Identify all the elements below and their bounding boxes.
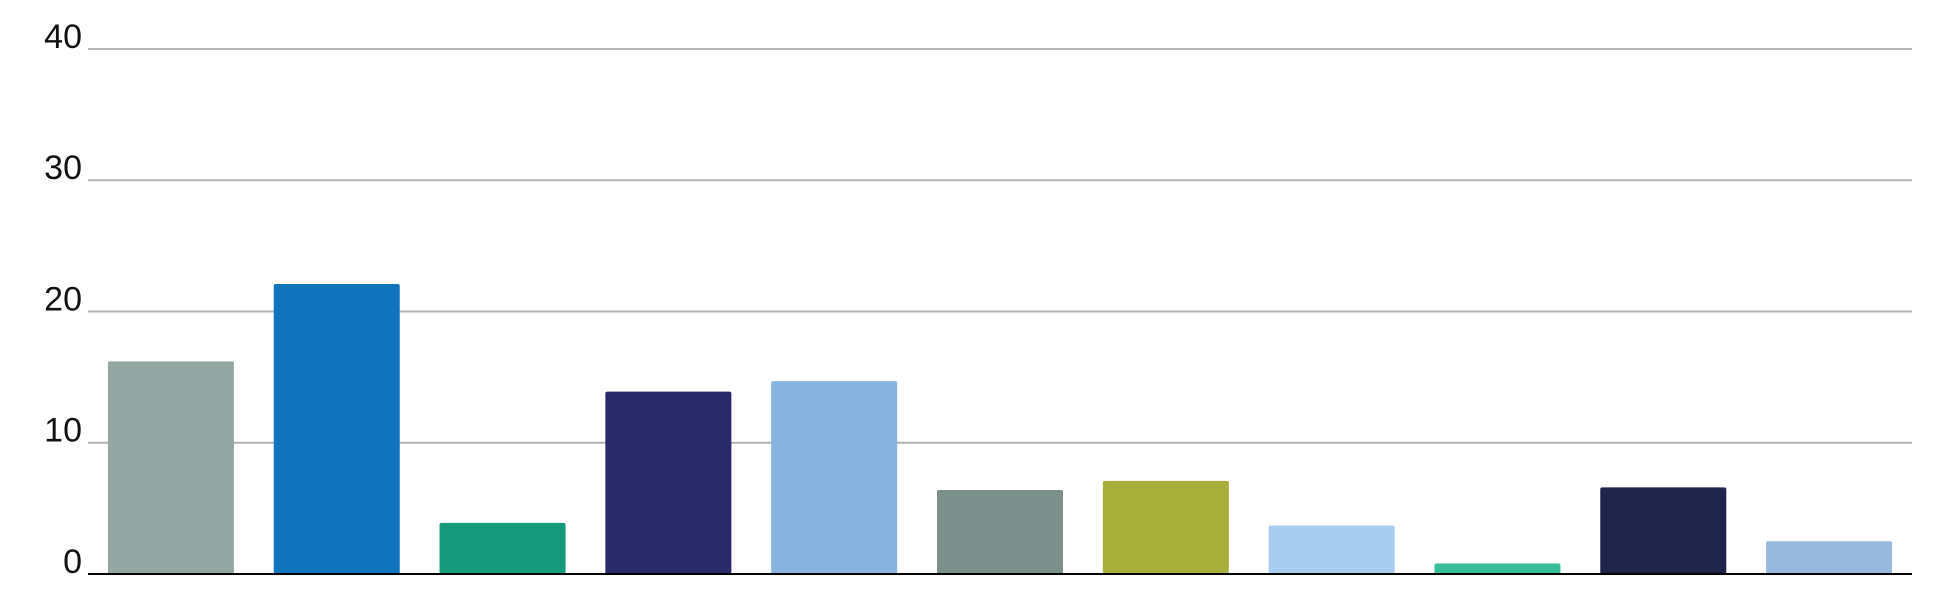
y-tick-label: 10 (44, 412, 82, 450)
bar (1434, 563, 1561, 574)
y-tick-label: 0 (63, 543, 82, 581)
bar (273, 283, 400, 574)
bar (771, 381, 898, 574)
bar (1766, 541, 1893, 574)
y-tick-label: 20 (44, 280, 82, 318)
bar (107, 361, 234, 574)
bar (936, 490, 1064, 574)
y-tick-label: 40 (44, 18, 82, 56)
bar (439, 522, 566, 574)
bar (1600, 487, 1727, 574)
bar (1268, 525, 1395, 574)
bar (1102, 480, 1229, 574)
bar (605, 391, 732, 574)
y-tick-label: 30 (44, 149, 82, 187)
